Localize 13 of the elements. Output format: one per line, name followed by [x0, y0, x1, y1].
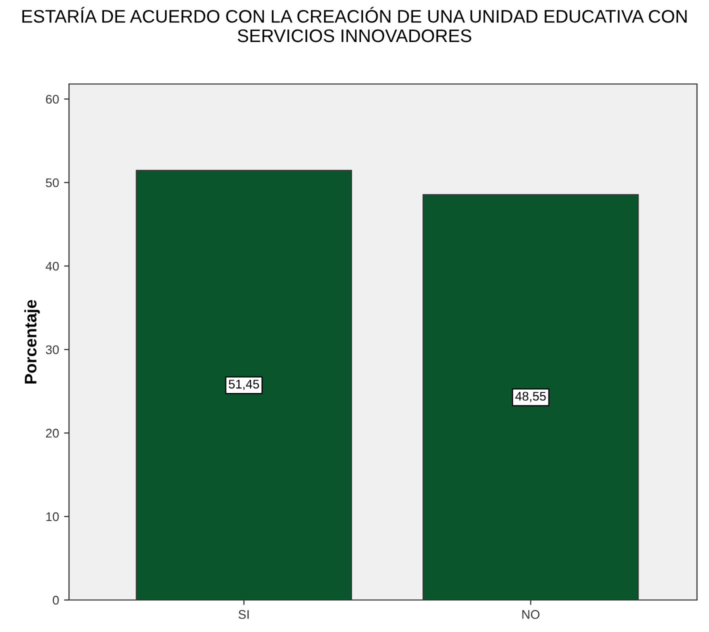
x-tick-label: NO	[522, 610, 540, 619]
y-tick-label: 50	[46, 178, 59, 188]
y-tick-label: 0	[52, 596, 59, 605]
y-tick-label: 20	[46, 428, 59, 438]
y-tick-label: 30	[46, 345, 59, 354]
data-label: 48,55	[515, 392, 546, 402]
y-tick-label: 10	[46, 512, 59, 522]
y-tick-label: 40	[46, 262, 59, 271]
x-tick-label: SI	[238, 610, 249, 619]
y-axis-title: Porcentaje	[24, 300, 40, 384]
y-tick-label: 60	[46, 94, 59, 104]
data-label: 51,45	[228, 380, 260, 390]
chart-title: ESTARÍA DE ACUERDO CON LA CREACIÓN DE UNA UNIDAD EDUCATIVA CON SERVICIOS INNOVADORES	[22, 6, 687, 42]
